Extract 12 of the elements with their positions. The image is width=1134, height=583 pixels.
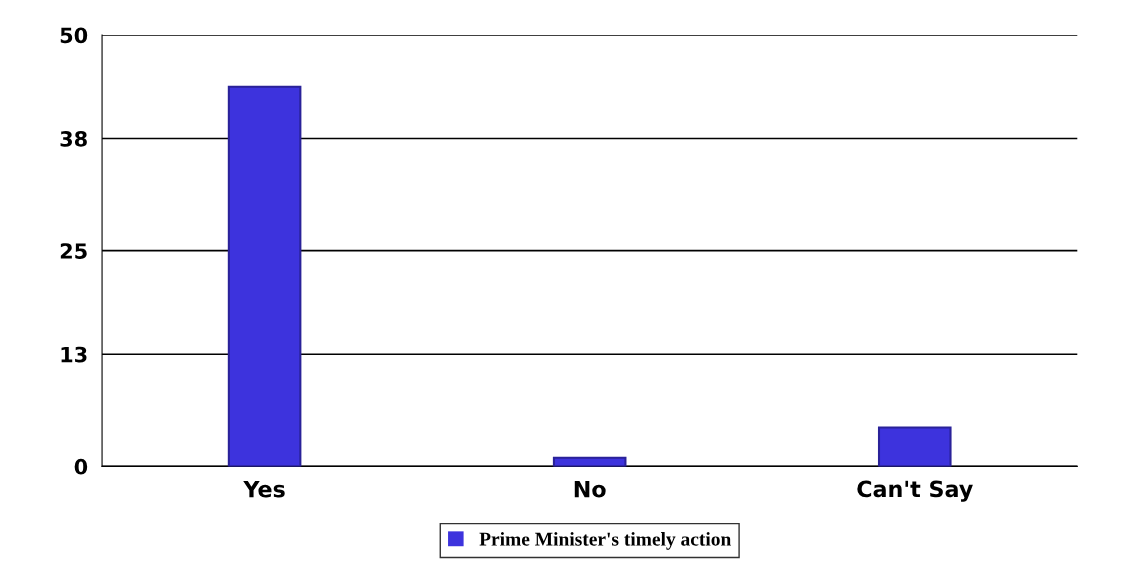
bar (227, 85, 302, 467)
x-tick-label: Can't Say (857, 480, 973, 502)
x-tick-label: No (574, 480, 606, 498)
x-tick-label: Yes (243, 480, 285, 498)
y-tick-label: 13 (61, 346, 87, 363)
y-tick-label: 50 (60, 27, 88, 44)
y-tick-label: 0 (74, 458, 88, 475)
y-tick-label: 38 (60, 130, 87, 147)
legend-label: Prime Minister's timely action (479, 532, 732, 550)
y-tick-label: 25 (60, 243, 87, 259)
bar (552, 456, 627, 467)
bar (877, 426, 952, 467)
